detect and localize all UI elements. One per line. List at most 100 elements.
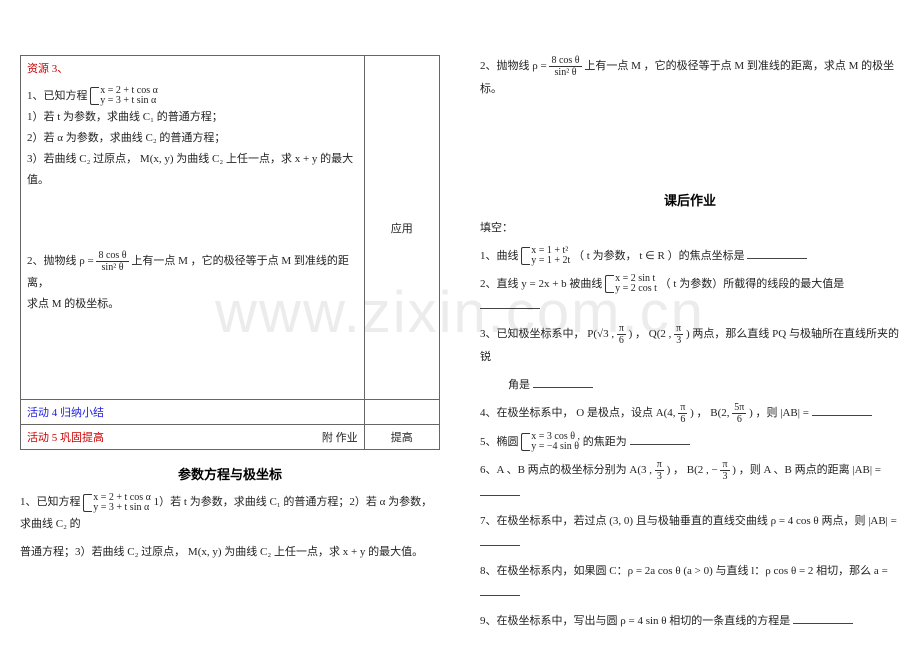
fraction: π6 [617, 323, 626, 346]
hw-q5: 5、椭圆 x = 3 cos θ , y = −4 sin θ 的焦距为 [480, 431, 900, 453]
q4c: ) ，则 |AB| = [749, 407, 809, 419]
frac-den: 3 [674, 335, 683, 346]
frac-den: 6 [732, 414, 746, 425]
frac-den: 6 [617, 335, 626, 346]
table-row: 资源 3、 1、已知方程 x = 2 + t cos α y = 3 + t s… [21, 56, 440, 400]
fraction: π3 [674, 323, 683, 346]
activity-5-cell: 活动 5 巩固提高 附 作业 [21, 425, 365, 450]
blank [480, 486, 520, 496]
blank [480, 586, 520, 596]
resource-heading: 资源 3、 [27, 60, 358, 76]
activity-4-cell: 活动 4 归纳小结 [21, 400, 365, 425]
left-column: 资源 3、 1、已知方程 x = 2 + t cos α y = 3 + t s… [0, 0, 460, 658]
main-cell: 资源 3、 1、已知方程 x = 2 + t cos α y = 3 + t s… [21, 56, 365, 400]
frac-num: 5π [732, 402, 746, 414]
fraction: 8 cos θ sin² θ [549, 55, 581, 78]
hw-q3-cont: 角是 [480, 374, 900, 396]
fraction: π3 [720, 459, 729, 482]
hw-q6: 6、A 、B 两点的极坐标分别为 A(3 , π3 ) ， B(2 , − π3… [480, 459, 900, 504]
p2-intro: 2、抛物线 ρ = [27, 255, 94, 267]
q3b: ) ， Q(2 , [629, 328, 675, 340]
fraction: 8 cos θ sin² θ [96, 250, 128, 273]
frac-den: 3 [720, 471, 729, 482]
frac-num: π [678, 402, 687, 414]
blank [630, 435, 690, 445]
lower-q1: 1、已知方程 x = 2 + t cos α y = 3 + t sin α 1… [20, 491, 440, 535]
side-cell: 应用 [364, 56, 439, 400]
p2-line2: 求点 M 的极坐标。 [27, 294, 358, 315]
right-column: 2、抛物线 ρ = 8 cos θ sin² θ 上有一点 M ，它的极径等于点… [460, 0, 920, 658]
q2a: 2、直线 y = 2x + b 被曲线 [480, 278, 602, 290]
q1-brace: x = 1 + t² y = 1 + 2t [521, 246, 570, 266]
brace-line: y = 3 + t sin α [94, 96, 158, 106]
frac-den: 6 [678, 414, 687, 425]
frac-den: sin² θ [549, 67, 581, 78]
hw-q8: 8、在极坐标系内，如果圆 C：ρ = 2a cos θ (a > 0) 与直线 … [480, 560, 900, 604]
activity-5-label: 活动 5 巩固提高 [27, 432, 104, 444]
fraction: 5π6 [732, 402, 746, 425]
frac-den: sin² θ [96, 262, 128, 273]
lq1c: 普通方程；3）若曲线 C₂ 过原点， M(x, y) 为曲线 C₂ 上任一点，求… [20, 541, 440, 563]
q5-brace: x = 3 cos θ , y = −4 sin θ [521, 432, 580, 452]
fraction: π6 [678, 402, 687, 425]
q1a: 1、曲线 [480, 250, 519, 262]
table-row: 活动 4 归纳小结 [21, 400, 440, 425]
blank [533, 378, 593, 388]
rt-a: 2、抛物线 ρ = [480, 60, 547, 72]
q2b: （ t 为参数）所截得的线段的最大值是 [660, 278, 845, 290]
hw-q1: 1、曲线 x = 1 + t² y = 1 + 2t （ t 为参数， t ∈ … [480, 245, 900, 267]
section-heading: 参数方程与极坐标 [20, 464, 440, 483]
hw-q3: 3、已知极坐标系中， P(√3 , π6 ) ， Q(2 , π3 ) 两点，那… [480, 323, 900, 368]
q6b: ) ， B(2 , − [667, 464, 718, 476]
homework-heading: 课后作业 [480, 190, 900, 209]
table-row: 活动 5 巩固提高 附 作业 提高 [21, 425, 440, 450]
q3a: 3、已知极坐标系中， P(√3 , [480, 328, 617, 340]
frac-den: 3 [655, 471, 664, 482]
fraction: π3 [655, 459, 664, 482]
frac-num: π [720, 459, 729, 471]
p1-intro: 1、已知方程 [27, 90, 88, 102]
lq1b: 1）若 t 为参数，求曲线 C₁ 的普通方程；2）若 α 为参数，求曲线 C₂ … [20, 496, 432, 530]
q4a: 4、在极坐标系中， O 是极点，设点 A(4, [480, 407, 678, 419]
hw-q9: 9、在极坐标系中，写出与圆 ρ = 4 sin θ 相切的一条直线的方程是 [480, 610, 900, 632]
frac-num: 8 cos θ [549, 55, 581, 67]
activity-5-far: 提高 [364, 425, 439, 450]
q4b: ) ， B(2, [690, 407, 732, 419]
q9: 9、在极坐标系中，写出与圆 ρ = 4 sin θ 相切的一条直线的方程是 [480, 615, 790, 627]
empty-cell [364, 400, 439, 425]
use-label: 应用 [391, 223, 413, 235]
p1-sub2: 2）若 α 为参数，求曲线 C₂ 的普通方程； [27, 128, 358, 149]
hw-q4: 4、在极坐标系中， O 是极点，设点 A(4, π6 ) ， B(2, 5π6 … [480, 402, 900, 425]
blank [480, 536, 520, 546]
problem-2: 2、抛物线 ρ = 8 cos θ sin² θ 上有一点 M ，它的极径等于点… [27, 250, 358, 315]
brace-line: y = 2 cos t [609, 284, 657, 294]
brace-line: y = 3 + t sin α [87, 503, 151, 513]
problem-1: 1、已知方程 x = 2 + t cos α y = 3 + t sin α 1… [27, 86, 358, 190]
q5a: 5、椭圆 [480, 436, 519, 448]
hw-q7: 7、在极坐标系中，若过点 (3, 0) 且与极轴垂直的直线交曲线 ρ = 4 c… [480, 510, 900, 554]
p1-sub1: 1）若 t 为参数，求曲线 C₁ 的普通方程； [27, 107, 358, 128]
q6a: 6、A 、B 两点的极坐标分别为 A(3 , [480, 464, 655, 476]
fill-label: 填空： [480, 217, 900, 239]
brace-line: y = 1 + 2t [525, 256, 570, 266]
q7: 7、在极坐标系中，若过点 (3, 0) 且与极轴垂直的直线交曲线 ρ = 4 c… [480, 515, 897, 527]
activity-5-right: 附 作业 [322, 429, 358, 445]
frac-num: π [655, 459, 664, 471]
q8: 8、在极坐标系内，如果圆 C：ρ = 2a cos θ (a > 0) 与直线 … [480, 565, 888, 577]
param-system-2: x = 2 + t cos α y = 3 + t sin α [83, 493, 151, 513]
p1-sub3: 3）若曲线 C₂ 过原点， M(x, y) 为曲线 C₂ 上任一点，求 x + … [27, 149, 358, 191]
lesson-table: 资源 3、 1、已知方程 x = 2 + t cos α y = 3 + t s… [20, 55, 440, 450]
q1b: （ t 为参数， t ∈ R ）的焦点坐标是 [573, 250, 745, 262]
frac-num: π [674, 323, 683, 335]
lq1a: 1、已知方程 [20, 496, 81, 508]
q5b: 的焦距为 [583, 436, 627, 448]
right-top-problem: 2、抛物线 ρ = 8 cos θ sin² θ 上有一点 M ，它的极径等于点… [480, 55, 900, 100]
q6c: ) ，则 A 、B 两点的距离 |AB| = [732, 464, 881, 476]
blank [480, 299, 540, 309]
frac-num: 8 cos θ [96, 250, 128, 262]
q2-brace: x = 2 sin t y = 2 cos t [605, 274, 657, 294]
param-system-1: x = 2 + t cos α y = 3 + t sin α [90, 86, 158, 106]
blank [793, 614, 853, 624]
activity-4-label: 活动 4 归纳小结 [27, 407, 104, 419]
blank [812, 406, 872, 416]
